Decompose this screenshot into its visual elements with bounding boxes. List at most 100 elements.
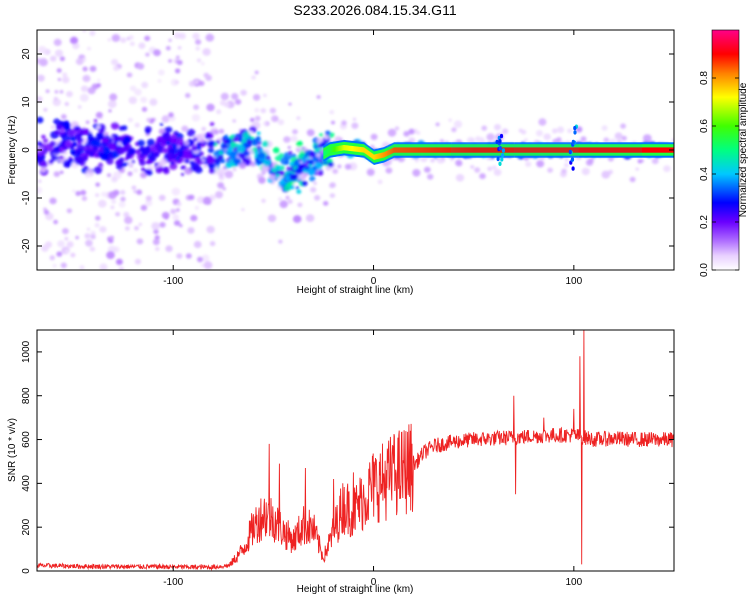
spectrogram-cell (325, 130, 331, 136)
spectrogram-cell (97, 78, 101, 82)
colorbar: 0.0 0.2 0.4 0.6 0.8 Normalized spectral ampl… (699, 29, 749, 277)
spectrogram-cell (118, 201, 126, 208)
spectrogram-cell (228, 151, 238, 160)
spectrogram-ridge-cell (393, 147, 395, 153)
spectrogram-ridge-cell (353, 146, 355, 152)
spectrogram-ridge-cell (509, 147, 511, 153)
colorbar-tick-label: 0.2 (699, 215, 710, 229)
spectrogram-cell (53, 38, 62, 47)
spectrogram-cell (40, 167, 47, 173)
spectrogram-cell (249, 130, 253, 135)
spectrogram-cell (453, 120, 463, 128)
spectrogram-ridge-cell (441, 147, 443, 153)
spectrogram-cell (95, 215, 101, 221)
spectrogram-ridge-cell (389, 149, 391, 155)
spectrogram-ridge-cell (578, 147, 580, 153)
spectrogram-ridge-cell (541, 147, 543, 153)
spectrogram-cell (251, 75, 256, 80)
spectrogram-ridge-cell (621, 147, 623, 153)
spectrogram-ridge-cell (323, 151, 325, 157)
spectrogram-ridge-cell (337, 146, 339, 152)
spectrogram-ridge-cell (430, 147, 432, 153)
spectrogram-cell (232, 137, 238, 142)
spectrogram-cell (301, 176, 306, 180)
spectrogram-cell (603, 137, 610, 143)
spectrogram-cell (99, 263, 108, 270)
spectrogram-ridge-cell (398, 147, 400, 153)
spectrogram-cell (387, 128, 397, 137)
spectrogram-ridge-cell (431, 147, 433, 153)
spectrogram-cell (217, 182, 224, 189)
spectrogram-cell (231, 93, 239, 100)
spectrogram-ridge-cell (540, 147, 542, 153)
spectrogram-cell (261, 198, 266, 203)
spectrogram-ridge-cell (363, 147, 365, 153)
spectrogram-ridge-cell (419, 147, 421, 153)
spectrogram-ridge-cell (394, 147, 396, 153)
spectrogram-ridge-cell (612, 147, 614, 153)
spectrogram-cell (84, 233, 91, 239)
spectrogram-cell (127, 117, 133, 123)
spectrogram-cell (663, 165, 671, 173)
spectrogram-cell (207, 140, 215, 147)
spectrogram-ridge-cell (492, 147, 494, 153)
spectrogram-ridge-cell (571, 147, 573, 153)
spectrogram-cell (337, 164, 342, 169)
snr-y-tick-label: 0 (21, 568, 32, 574)
spectrogram-ridge-cell (542, 147, 544, 153)
spectrogram-ridge-cell (546, 147, 548, 153)
spectrogram-ridge-cell (607, 147, 609, 153)
spectrogram-cell (37, 46, 47, 54)
spectrogram-ridge-cell (596, 147, 598, 153)
spectrogram-cell (70, 36, 78, 45)
spectrogram-cell (332, 168, 339, 174)
spectrogram-ridge-cell (534, 147, 536, 153)
spectrogram-ridge-cell (570, 147, 572, 153)
spectrogram-cell (276, 165, 281, 169)
spectrogram-cell (86, 46, 92, 51)
spectrogram-cell (117, 141, 122, 146)
spectrogram-cell (601, 125, 608, 131)
spectrogram-cell (140, 204, 148, 211)
spectrogram-cell (288, 102, 292, 106)
spectrogram-cell (284, 160, 290, 165)
spectrogram-cell (226, 146, 234, 153)
spectrogram-ridge-cell (605, 147, 607, 153)
spectrogram-cell (49, 55, 57, 62)
spectrogram-ridge-cell (519, 147, 521, 153)
spectrogram-ridge-cell (555, 147, 557, 153)
spectrogram-ridge-cell (512, 147, 514, 153)
spectrogram-ridge-cell (491, 147, 493, 153)
spectrogram-cell (296, 140, 303, 147)
spectrogram-cell (62, 121, 71, 130)
spectrogram-cell (188, 194, 195, 200)
spectrogram-ridge-cell (580, 147, 582, 153)
spectrogram-cell (186, 128, 196, 137)
spectrogram-ridge-cell (409, 147, 411, 153)
spectrogram-cell (263, 121, 267, 126)
spectrogram-cell (87, 87, 96, 95)
spectrogram-cell (258, 176, 266, 184)
spectrogram-cell (62, 228, 69, 235)
spectrogram-cell (52, 264, 57, 268)
spectrogram-cell (158, 194, 166, 201)
spectrogram-cell (225, 163, 231, 169)
spectrogram-ridge-cell (482, 147, 484, 153)
spectrogram-cell (96, 125, 101, 130)
spectrogram-x-tick-label: 0 (371, 276, 377, 287)
spectrogram-ridge-cell (455, 147, 457, 153)
spectrogram-cell (208, 168, 215, 174)
spectrogram-cell (64, 249, 70, 254)
spectrogram-ridge-cell (575, 147, 577, 153)
spectrogram-ridge-cell (516, 147, 518, 153)
spectrogram-cell (42, 138, 49, 144)
spectrogram-ridge-cell (548, 147, 550, 153)
spectrogram-cell (77, 140, 82, 145)
spectrogram-cell (153, 229, 159, 235)
spectrogram-burst (498, 139, 502, 144)
spectrogram-ridge-cell (649, 147, 651, 153)
spectrogram-cell (297, 163, 305, 171)
spectrogram-ridge-cell (325, 149, 327, 156)
spectrogram-cell (131, 185, 137, 190)
spectrogram-ridge-cell (600, 147, 602, 153)
